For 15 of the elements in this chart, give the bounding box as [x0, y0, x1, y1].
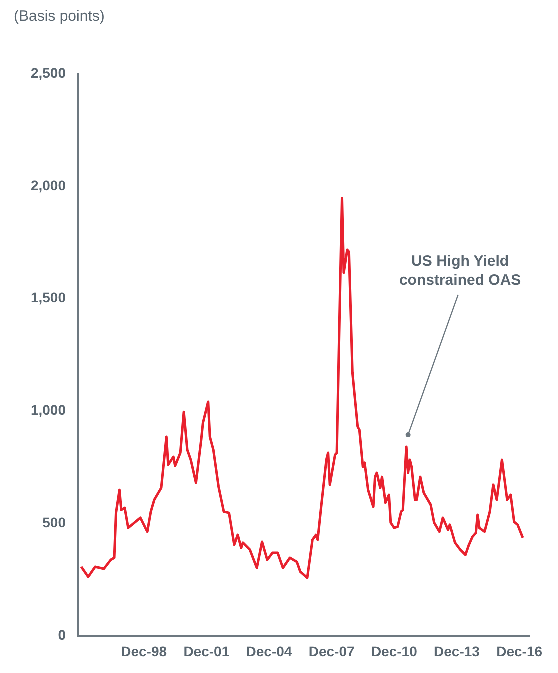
x-tick-label: Dec-04: [246, 643, 292, 660]
y-tick-label: 0: [58, 626, 66, 643]
y-tick-label: 500: [42, 514, 66, 530]
x-tick-label: Dec-16: [496, 643, 543, 660]
x-tick-label: Dec-13: [434, 643, 480, 660]
y-axis-title: (Basis points): [14, 8, 105, 25]
x-tick-label: Dec-01: [184, 643, 230, 660]
y-tick-label: 2,000: [30, 177, 66, 194]
x-tick-label: Dec-10: [371, 643, 418, 660]
x-tick-label: Dec-98: [121, 643, 168, 660]
y-tick-label: 2,500: [30, 64, 66, 81]
y-tick-label: 1,500: [30, 290, 66, 306]
x-tick-label: Dec-07: [308, 643, 355, 660]
y-tick-label: 1,000: [30, 402, 66, 418]
annotation: US High Yield constrained OAS: [399, 253, 522, 290]
